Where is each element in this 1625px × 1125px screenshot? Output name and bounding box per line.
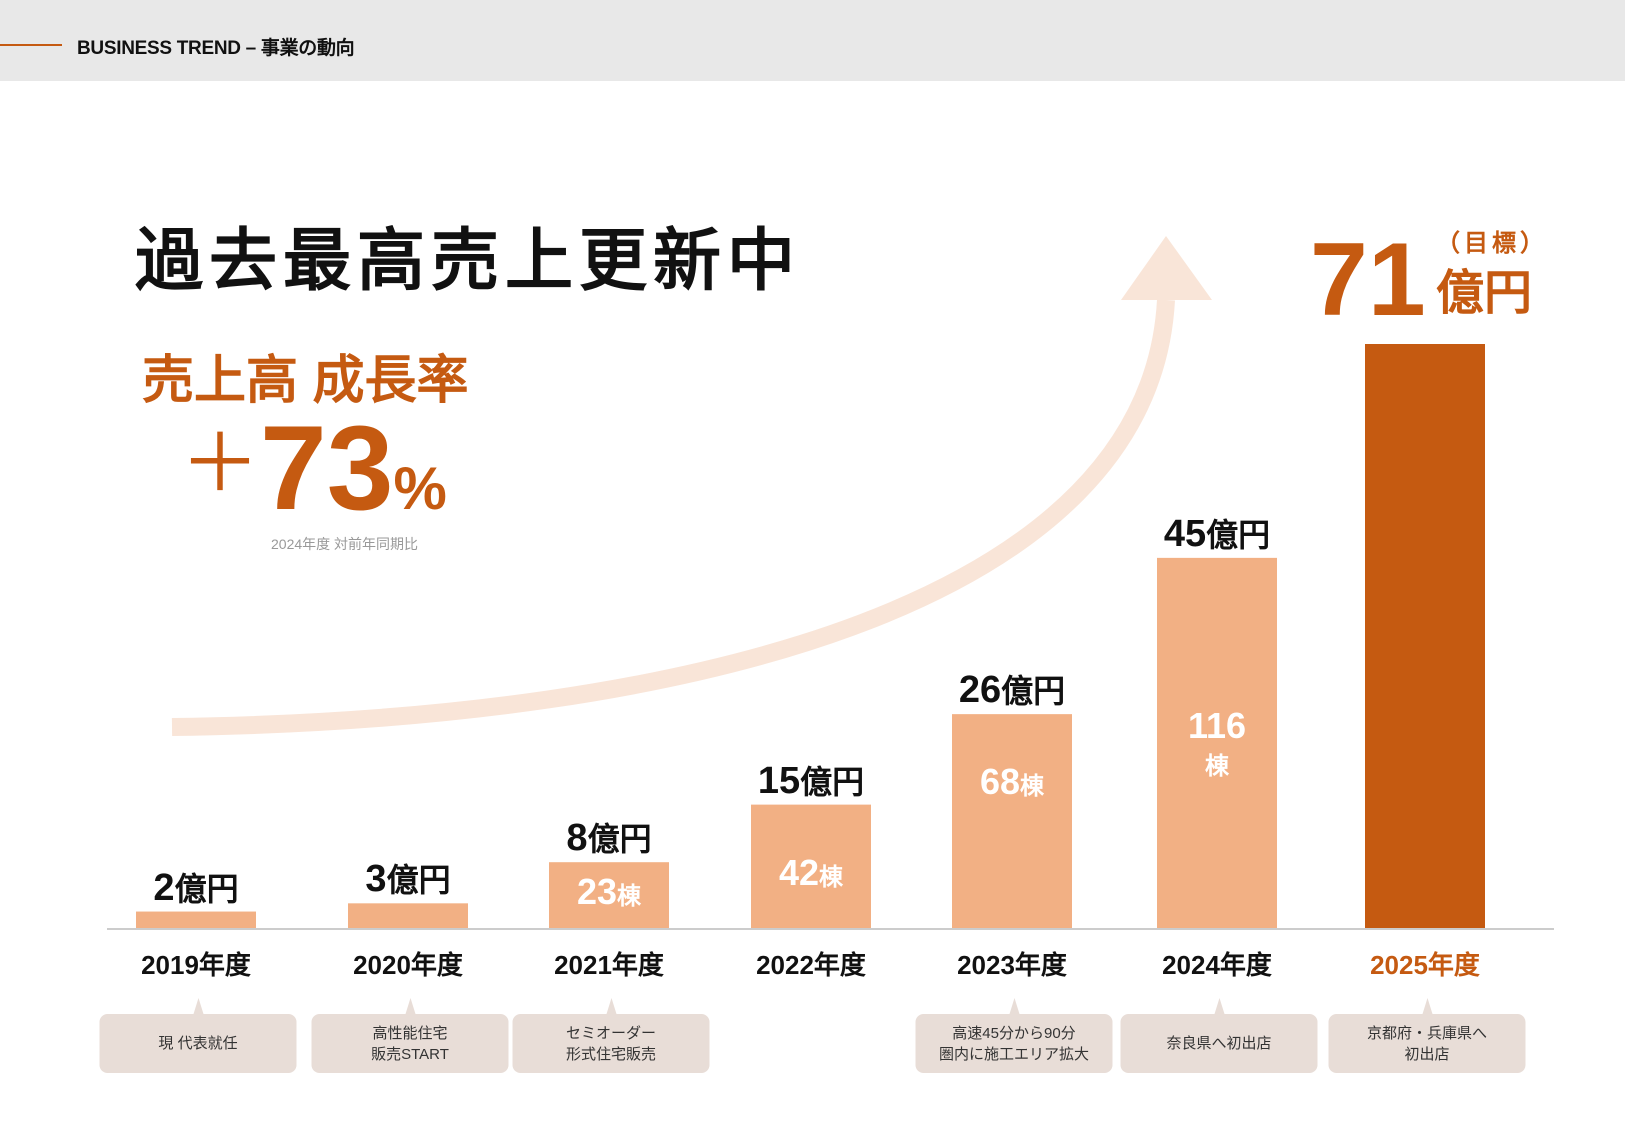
bar-2024年度 [1157,557,1277,928]
bar-2021年度 [549,862,669,928]
year-label: 2021年度 [554,950,664,980]
milestone-callout: 京都府・兵庫県へ 初出店 [1328,998,1526,1073]
value-label: 2億円 [153,866,239,909]
target-unit: 億円 [1436,267,1533,320]
header-title: BUSINESS TREND – 事業の動向 [77,38,355,59]
growth-arrow-head [1121,236,1212,300]
growth-value: 73 [260,401,394,535]
year-label: 2019年度 [141,950,251,980]
value-label: 15億円 [757,759,865,802]
growth-label: 売上高 成長率 [142,352,469,410]
value-label: 45億円 [1163,512,1271,555]
bar-2022年度 [751,804,871,928]
milestone-callout: セミオーダー 形式住宅販売 [512,998,710,1073]
year-label: 2020年度 [353,950,463,980]
growth-arrow-shaft [171,299,1175,736]
year-label: 2024年度 [1162,950,1272,980]
milestone-callout: 高性能住宅 販売START [311,998,509,1073]
units-label: 42棟 [778,851,844,893]
growth-plus: ＋ [180,419,260,508]
value-label: 26億円 [958,669,1066,712]
year-label: 2022年度 [756,950,866,980]
growth-unit: % [393,455,447,522]
milestone-callout: 高速45分から90分 圏内に施工エリア拡大 [915,998,1113,1073]
target-tag: （目標） [1436,230,1548,257]
bar-2019年度 [136,911,256,928]
growth-rate: ＋73% [180,408,447,528]
growth-caption: 2024年度 対前年同期比 [271,536,419,552]
milestone-callout: 奈良県へ初出店 [1120,998,1318,1073]
units-label: 116 棟 [1187,704,1247,780]
header-bar: BUSINESS TREND – 事業の動向 [0,0,1625,81]
year-label: 2025年度 [1370,950,1480,980]
bar-2023年度 [952,714,1072,928]
milestone-callout: 現 代表就任 [99,998,297,1073]
units-label: 23棟 [576,871,642,913]
target-value: 71 [1310,222,1426,338]
header-accent-line [0,44,62,46]
value-label: 8億円 [566,817,652,860]
bar-2025年度 [1365,344,1485,928]
bar-2020年度 [348,903,468,928]
headline: 過去最高売上更新中 [135,223,802,299]
year-label: 2023年度 [957,950,1067,980]
units-label: 68棟 [979,761,1045,803]
value-label: 3億円 [365,858,451,901]
